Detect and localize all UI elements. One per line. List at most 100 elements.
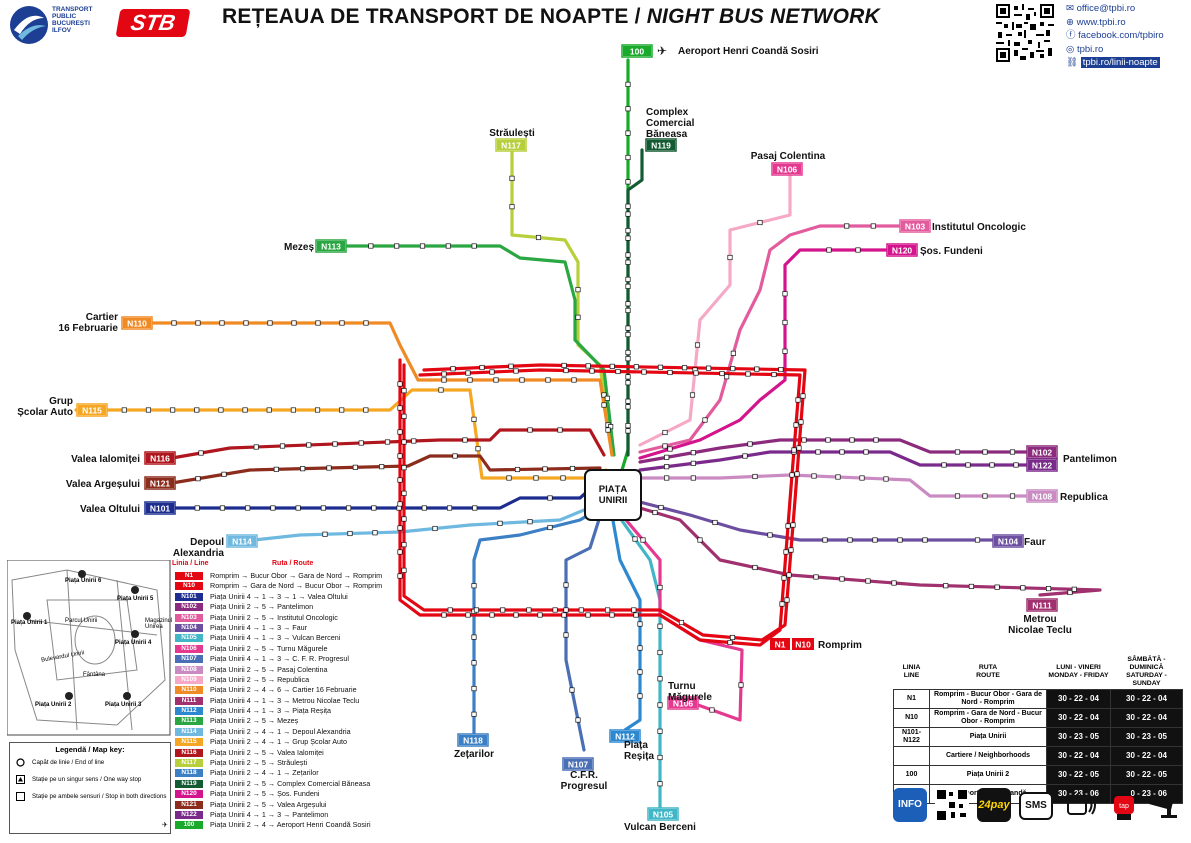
stop-marker bbox=[789, 472, 795, 478]
badge-text: N106 bbox=[777, 165, 798, 175]
sched-head-line: LINIA LINE bbox=[893, 655, 930, 690]
terminal-badge-n110[interactable]: N110 bbox=[121, 316, 153, 330]
terminal-badge-n120[interactable]: N120 bbox=[886, 243, 918, 257]
stop-marker bbox=[171, 320, 177, 326]
legend-line-badge: N107 bbox=[175, 655, 203, 664]
stop-marker bbox=[290, 407, 296, 413]
legend-route-text: Piața Unirii 2 → 5 → Republica bbox=[210, 674, 310, 684]
stop-marker bbox=[218, 407, 224, 413]
terminal-badge-n103[interactable]: N103 bbox=[899, 219, 931, 233]
stop-marker bbox=[589, 368, 595, 374]
stop-marker bbox=[637, 669, 643, 675]
legend-route-text: Piața Unirii 2 → 5 → Șos. Fundeni bbox=[210, 789, 320, 799]
legend-line-badge: N120 bbox=[175, 790, 203, 799]
badge-text: N108 bbox=[1032, 492, 1053, 502]
stop-marker bbox=[585, 612, 591, 618]
qr-small-icon[interactable] bbox=[935, 788, 969, 822]
legend-line-badge: N108 bbox=[175, 665, 203, 674]
sms-icon[interactable]: SMS bbox=[1019, 792, 1053, 820]
stop-marker bbox=[509, 175, 515, 181]
stop-marker bbox=[798, 419, 804, 425]
terminal-badge-n107[interactable]: N107 bbox=[562, 757, 594, 771]
contact-lines-url[interactable]: ⛓ tpbi.ro/linii-noapte bbox=[1066, 56, 1164, 70]
stop-marker bbox=[245, 505, 251, 511]
terminal-badge-n112[interactable]: N112 bbox=[609, 729, 641, 743]
terminal-badge-n115[interactable]: N115 bbox=[76, 403, 108, 417]
terminal-badge-n122[interactable]: N122 bbox=[1026, 458, 1058, 472]
legend-route-text: Piața Unirii 2 → 5 → Valea Argeșului bbox=[210, 799, 327, 809]
stop-marker bbox=[690, 460, 696, 466]
sched-route-cell: Cartiere / Neighborhoods bbox=[929, 746, 1047, 766]
terminal-badge-n106[interactable]: N106 bbox=[771, 162, 803, 176]
terminal-badge-n117[interactable]: N117 bbox=[495, 138, 527, 152]
terminal-label-teclu: Metrou Nicolae Teclu bbox=[1008, 614, 1072, 636]
lines-url-text: tpbi.ro/linii-noapte bbox=[1080, 57, 1160, 68]
legend-row: N118 Piața Unirii 2 → 4 → 1 → Zețarilor bbox=[172, 768, 380, 778]
qr-code-icon[interactable] bbox=[996, 4, 1054, 62]
stop-marker bbox=[637, 621, 643, 627]
terminal-label-turnu: Turnu Măgurele bbox=[668, 681, 712, 703]
terminal-badge-n121[interactable]: N121 bbox=[144, 476, 176, 490]
stop-marker bbox=[872, 537, 878, 543]
legend-line-badge: N113 bbox=[175, 717, 203, 726]
web-text: www.tpbi.ro bbox=[1076, 16, 1126, 28]
stop-marker bbox=[465, 612, 471, 618]
terminal-badge-100[interactable]: 100 bbox=[621, 44, 653, 58]
stop-marker bbox=[839, 449, 845, 455]
badge-text: N121 bbox=[150, 479, 171, 489]
terminal-badge-n113[interactable]: N113 bbox=[315, 239, 347, 253]
legend-route-text: Piața Unirii 2 → 5 → Pantelimon bbox=[210, 602, 314, 612]
terminal-badge-n102[interactable]: N102 bbox=[1026, 445, 1058, 459]
legend-route-text: Piața Unirii 2 → 5 → Mezeș bbox=[210, 716, 299, 726]
terminal-badge-n105[interactable]: N105 bbox=[647, 807, 679, 821]
stop-marker bbox=[462, 437, 468, 443]
line-legend-header: Linia / Line Ruta / Route bbox=[172, 560, 380, 571]
terminal-badge-n108[interactable]: N108 bbox=[1026, 489, 1058, 503]
terminal-badge-n106[interactable]: N106 bbox=[667, 696, 699, 710]
stop-marker bbox=[681, 365, 688, 371]
contact-email[interactable]: ✉ office@tpbi.ro bbox=[1066, 2, 1164, 16]
terminal-badge-n114[interactable]: N114 bbox=[226, 534, 258, 548]
stop-marker bbox=[727, 639, 733, 646]
legend-row: N104 Piața Unirii 4 → 1 → 3 → Faur bbox=[172, 623, 380, 633]
stop-marker bbox=[1067, 589, 1073, 596]
stop-marker bbox=[615, 368, 621, 375]
stop-marker bbox=[625, 398, 631, 404]
terminal-badge-n101[interactable]: N101 bbox=[144, 501, 176, 515]
legend-line-badge: N116 bbox=[175, 748, 203, 757]
watch-pay-icon[interactable]: tap bbox=[1107, 788, 1141, 822]
terminal-badge-n116[interactable]: N116 bbox=[144, 451, 176, 465]
stop-marker bbox=[781, 575, 787, 581]
sched-line-cell: N1 bbox=[893, 689, 930, 709]
pay-app-icon[interactable]: 24pay bbox=[977, 788, 1011, 822]
legend-row: N113 Piața Unirii 2 → 5 → Mezeș bbox=[172, 716, 380, 726]
key-end-of-line: Capăt de linie / End of line bbox=[10, 754, 170, 771]
terminal-badge-n118[interactable]: N118 bbox=[457, 733, 489, 747]
stop-marker bbox=[1013, 462, 1019, 468]
terminal-badge-n104[interactable]: N104 bbox=[992, 534, 1024, 548]
stop-marker bbox=[537, 612, 543, 618]
contact-facebook[interactable]: ⓕ facebook.com/tpbiro bbox=[1066, 29, 1164, 43]
legend-row: N106 Piața Unirii 2 → 5 → Turnu Măgurele bbox=[172, 644, 380, 654]
info-icon[interactable]: INFO bbox=[893, 788, 927, 822]
stop-marker bbox=[706, 365, 712, 371]
stop-marker bbox=[545, 377, 551, 383]
legend-route-text: Piața Unirii 2 → 4 → 6 → Cartier 16 Febr… bbox=[210, 685, 357, 695]
terminal-romprim[interactable]: N1 N10 bbox=[770, 638, 814, 650]
terminal-badge-n119[interactable]: N119 bbox=[645, 138, 677, 152]
contact-web[interactable]: ⊕ www.tpbi.ro bbox=[1066, 16, 1164, 30]
stop-marker bbox=[625, 259, 631, 265]
stop-marker bbox=[575, 287, 581, 293]
piata-unirii-hub[interactable] bbox=[584, 469, 642, 521]
contact-instagram[interactable]: ◎ tpbi.ro bbox=[1066, 43, 1164, 57]
stop-marker bbox=[625, 211, 631, 217]
stop-marker bbox=[563, 367, 569, 374]
terminal-badge-n111[interactable]: N111 bbox=[1026, 598, 1058, 612]
legend-line-badge: N119 bbox=[175, 779, 203, 788]
route-line-n116 bbox=[170, 428, 606, 460]
contactless-card-icon[interactable] bbox=[1065, 788, 1099, 822]
stop-marker bbox=[557, 427, 563, 433]
stop-marker bbox=[625, 356, 631, 362]
route-line-n102 bbox=[638, 438, 1042, 464]
stop-marker bbox=[347, 530, 353, 537]
